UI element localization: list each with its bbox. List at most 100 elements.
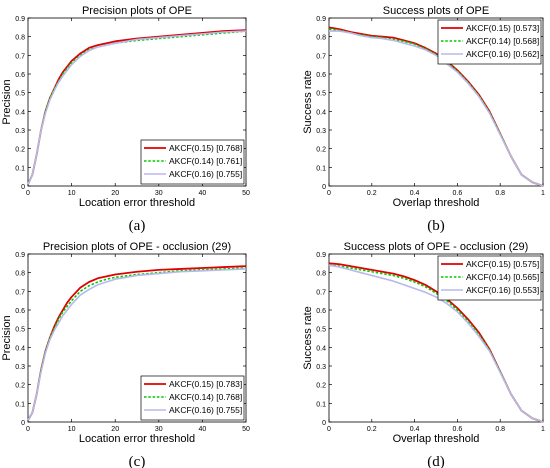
chart-panel-3: Precision plots of OPE - occlusion (29) 0… — [1, 241, 250, 468]
x-tick-label: 50 — [242, 426, 250, 433]
chart-panel-4: Success plots of OPE - occlusion (29) 0 0.… — [302, 241, 545, 468]
x-tick-label: 20 — [111, 190, 119, 197]
y-tick-label: 0.9 — [15, 252, 25, 259]
x-tick-label: 10 — [68, 190, 76, 197]
x-tick-label: 0.4 — [410, 426, 420, 433]
chart-title: Success plots of OPE - occlusion (29) — [344, 241, 529, 253]
y-tick-label: 0.7 — [316, 53, 326, 60]
y-tick-label: 0 — [322, 420, 326, 427]
x-tick-label: 0 — [26, 426, 30, 433]
y-tick-label: 0 — [21, 184, 25, 191]
series-line-3 — [27, 30, 247, 185]
series-line-3 — [328, 264, 544, 423]
y-tick-label: 0.8 — [15, 35, 25, 42]
x-tick-label: 0.2 — [367, 426, 377, 433]
y-tick-label: 0.5 — [15, 91, 25, 98]
y-tick-label: 0.5 — [316, 327, 326, 334]
legend-label: AKCF(0.16) [0.755] — [169, 405, 242, 415]
chart-panel-2: Success plots of OPE 0 0.1 0.2 0.3 0.4 0.5 0.6 0… — [302, 5, 545, 234]
y-tick-label: 0.2 — [15, 147, 25, 154]
x-axis-label: Location error threshold — [79, 433, 195, 445]
chart-panel-1: Precision plots of OPE 0 0.1 0.2 0.3 0.4 0.5 0.… — [1, 5, 250, 234]
y-tick-label: 0.1 — [15, 165, 25, 172]
y-tick-label: 0.8 — [316, 271, 326, 278]
y-tick-label: 0.2 — [15, 383, 25, 390]
x-tick-label: 0.8 — [495, 190, 505, 197]
chart-title: Success plots of OPE — [383, 5, 489, 17]
x-tick-label: 30 — [155, 426, 163, 433]
x-axis-label: Location error threshold — [79, 197, 195, 209]
series-line-3 — [27, 268, 247, 421]
legend: AKCF(0.15) [0.573] AKCF(0.14) [0.568] AKCF… — [437, 19, 542, 65]
y-tick-label: 0.3 — [316, 364, 326, 371]
y-tick-label: 0.3 — [316, 128, 326, 135]
series-line-3 — [329, 30, 544, 187]
panel-caption: (a) — [129, 218, 146, 234]
x-tick-label: 0.6 — [453, 426, 463, 433]
x-tick-label: 40 — [199, 190, 207, 197]
x-tick-label: 1 — [541, 190, 545, 197]
legend-label: AKCF(0.15) [0.783] — [169, 379, 242, 389]
legend: AKCF(0.15) [0.575] AKCF(0.14) [0.565] AKCF… — [437, 255, 542, 301]
y-tick-label: 0.2 — [316, 147, 326, 154]
y-tick-label: 0.4 — [15, 345, 25, 352]
y-tick-label: 0.8 — [316, 35, 326, 42]
x-tick-label: 10 — [68, 426, 76, 433]
y-tick-label: 0.3 — [15, 364, 25, 371]
y-tick-label: 0.5 — [316, 91, 326, 98]
legend-label: AKCF(0.16) [0.562] — [466, 49, 539, 59]
y-tick-label: 0.9 — [15, 16, 25, 23]
legend-label: AKCF(0.15) [0.573] — [466, 23, 539, 33]
legend: AKCF(0.15) [0.768] AKCF(0.14) [0.761] AKCF… — [140, 139, 245, 185]
y-tick-label: 0.7 — [15, 289, 25, 296]
x-tick-label: 1 — [541, 426, 545, 433]
y-tick-label: 0.6 — [316, 308, 326, 315]
x-tick-label: 0 — [327, 190, 331, 197]
y-tick-label: 0 — [21, 420, 25, 427]
x-tick-label: 0.2 — [367, 190, 377, 197]
legend: AKCF(0.15) [0.783] AKCF(0.14) [0.768] AKCF… — [140, 375, 245, 421]
x-tick-label: 0.4 — [410, 190, 420, 197]
y-tick-label: 0 — [322, 184, 326, 191]
y-tick-label: 0.1 — [316, 165, 326, 172]
y-tick-label: 0.4 — [316, 109, 326, 116]
legend-label: AKCF(0.15) [0.575] — [466, 259, 539, 269]
y-axis-label: Precision — [1, 79, 13, 124]
y-tick-label: 0.7 — [316, 289, 326, 296]
y-tick-label: 0.4 — [15, 109, 25, 116]
y-tick-label: 0.1 — [15, 401, 25, 408]
y-tick-label: 0.4 — [316, 345, 326, 352]
x-tick-label: 30 — [155, 190, 163, 197]
y-tick-label: 0.2 — [316, 383, 326, 390]
x-tick-label: 50 — [242, 190, 250, 197]
x-axis-label: Overlap threshold — [393, 197, 480, 209]
panel-caption: (b) — [427, 218, 445, 234]
x-tick-label: 0.6 — [453, 190, 463, 197]
y-tick-label: 0.8 — [15, 271, 25, 278]
y-tick-label: 0.6 — [316, 72, 326, 79]
legend-label: AKCF(0.16) [0.755] — [169, 169, 242, 179]
x-tick-label: 0 — [327, 426, 331, 433]
x-axis-label: Overlap threshold — [393, 433, 480, 445]
y-tick-label: 0.6 — [15, 72, 25, 79]
series-line-2 — [328, 264, 544, 423]
panel-caption: (d) — [427, 454, 445, 468]
x-tick-label: 0 — [26, 190, 30, 197]
y-tick-label: 0.5 — [15, 327, 25, 334]
x-tick-label: 40 — [199, 426, 207, 433]
legend-label: AKCF(0.14) [0.761] — [169, 156, 242, 166]
panel-caption: (c) — [129, 454, 146, 468]
legend-label: AKCF(0.14) [0.768] — [169, 392, 242, 402]
y-axis-label: Success rate — [302, 306, 314, 370]
legend-label: AKCF(0.14) [0.568] — [466, 36, 539, 46]
series-line-2 — [328, 28, 544, 187]
y-axis-label: Success rate — [302, 70, 314, 134]
y-axis-label: Precision — [1, 315, 13, 360]
x-tick-label: 20 — [111, 426, 119, 433]
y-tick-label: 0.9 — [316, 252, 326, 259]
y-tick-label: 0.7 — [15, 53, 25, 60]
y-tick-label: 0.9 — [316, 16, 326, 23]
y-tick-label: 0.3 — [15, 128, 25, 135]
chart-title: Precision plots of OPE - occlusion (29) — [43, 241, 231, 253]
